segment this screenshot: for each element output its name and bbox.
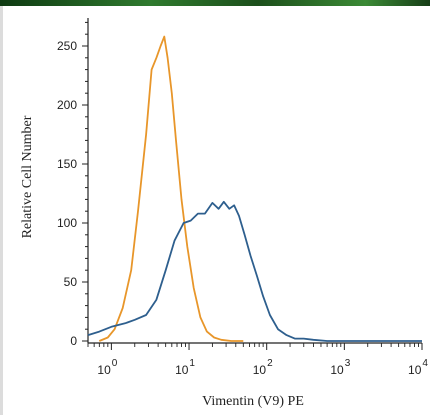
x-tick-label: 101 [175,358,195,377]
x-axis-label: Vimentin (V9) PE [202,394,304,409]
y-tick-label: 150 [57,157,77,171]
x-tick-base: 10 [408,363,422,377]
x-tick-exponent: 3 [345,358,351,369]
x-tick-label: 100 [97,358,117,377]
x-tick-exponent: 1 [189,358,195,369]
panel-left-border [0,6,3,415]
x-tick-exponent: 0 [112,358,118,369]
x-tick-base: 10 [330,363,344,377]
y-tick-label: 250 [57,39,77,53]
y-axis-label: Relative Cell Number [20,115,35,238]
image-header-strip [0,0,430,6]
x-tick-base: 10 [175,363,189,377]
y-tick-label: 0 [70,334,77,348]
x-tick-label: 102 [253,358,273,377]
y-tick-label: 100 [57,216,77,230]
series-layer [87,35,422,342]
x-tick-label: 104 [408,358,428,377]
x-tick-base: 10 [253,363,267,377]
y-axis-label-group: Relative Cell Number [20,115,35,238]
vimentin-stained-curve [87,200,422,342]
x-tick-exponent: 4 [422,358,428,369]
y-tick-label: 50 [64,275,78,289]
isotype-control-curve [98,35,244,342]
x-tick-base: 10 [97,363,111,377]
x-tick-exponent: 2 [267,358,273,369]
y-tick-label: 200 [57,98,77,112]
x-tick-label: 103 [330,358,350,377]
